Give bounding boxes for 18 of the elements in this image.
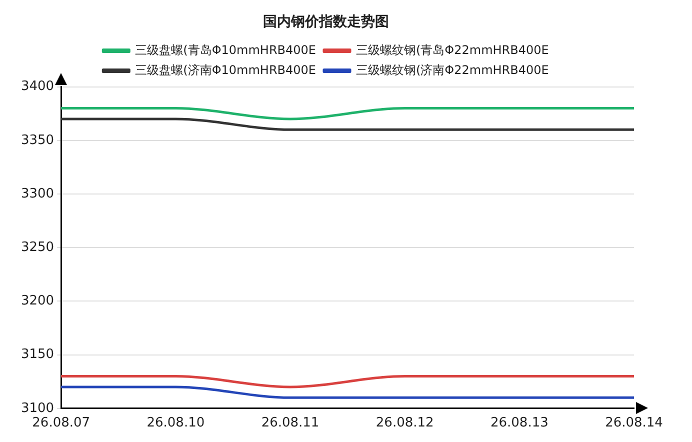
y-tick-label: 3350 (20, 132, 54, 148)
x-tick-label: 26.08.12 (376, 416, 434, 431)
y-tick-label: 3150 (20, 347, 54, 362)
chart-title: 国内钢价指数走势图 (263, 14, 389, 30)
x-tick-label: 26.08.10 (146, 416, 205, 431)
y-tick-label: 3400 (20, 79, 54, 94)
legend-label: 三级螺纹钢(青岛Φ22mmHRB400E (356, 42, 549, 57)
x-tick-label: 26.08.11 (261, 416, 320, 431)
x-tick-label: 26.08.14 (605, 416, 663, 431)
x-tick-label: 26.08.07 (32, 416, 90, 431)
legend-label: 三级盘螺(济南Φ10mmHRB400E (135, 62, 316, 77)
y-tick-label: 3200 (20, 294, 54, 309)
legend-label: 三级盘螺(青岛Φ10mmHRB400E (135, 42, 316, 57)
y-tick-label: 3100 (20, 400, 54, 416)
y-tick-label: 3250 (20, 240, 54, 255)
x-tick-label: 26.08.13 (490, 416, 548, 431)
y-tick-label: 3300 (20, 186, 54, 202)
legend-label: 三级螺纹钢(济南Φ22mmHRB400E (356, 62, 549, 77)
